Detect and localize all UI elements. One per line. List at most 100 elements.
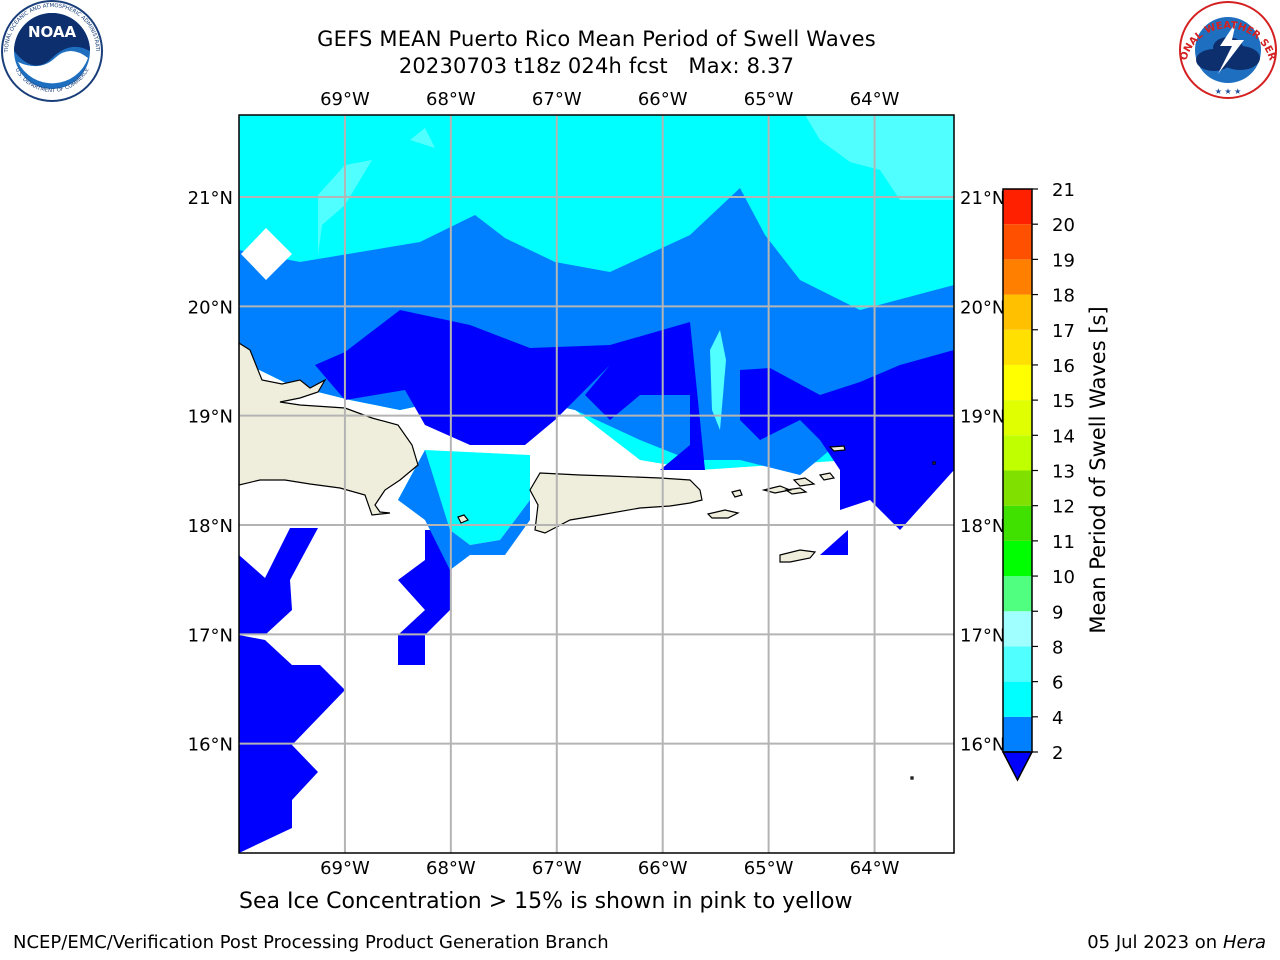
swell-period-contours bbox=[239, 115, 954, 853]
colorbar-tick-label: 17 bbox=[1052, 321, 1075, 342]
lat-label-right: 16°N bbox=[960, 735, 1005, 756]
lat-label-left: 18°N bbox=[188, 516, 233, 537]
land-mona bbox=[457, 514, 469, 524]
lon-label-bottom: 64°W bbox=[850, 858, 900, 879]
lon-label-bottom: 68°W bbox=[426, 858, 476, 879]
chart-subtitle: 20230703 t18z 024h fcst Max: 8.37 bbox=[398, 54, 795, 78]
footer-date: 05 Jul 2023 on Hera bbox=[1087, 932, 1266, 953]
colorbar-tick-label: 12 bbox=[1052, 497, 1075, 518]
contour-fill-below-2 bbox=[239, 528, 318, 635]
colorbar-swatch bbox=[1003, 576, 1032, 612]
colorbar-tick-label: 16 bbox=[1052, 356, 1075, 377]
land-vieques bbox=[706, 509, 740, 519]
colorbar-tick-label: 4 bbox=[1052, 708, 1063, 729]
colorbar-tick-label: 10 bbox=[1052, 567, 1075, 588]
colorbar-swatch bbox=[1003, 435, 1032, 471]
latitude-labels-left: 21°N 20°N 19°N 18°N 17°N 16°N bbox=[188, 188, 233, 756]
colorbar-swatch bbox=[1003, 716, 1032, 752]
lat-label-right: 20°N bbox=[960, 297, 1005, 318]
lat-label-left: 19°N bbox=[188, 407, 233, 428]
colorbar-tick-label: 9 bbox=[1052, 602, 1063, 623]
lon-label-top: 66°W bbox=[638, 89, 688, 110]
svg-text:★ ★ ★: ★ ★ ★ bbox=[1215, 87, 1242, 96]
contour-fill-6-8 bbox=[318, 115, 954, 430]
lat-label-left: 20°N bbox=[188, 297, 233, 318]
land-masses bbox=[239, 342, 936, 780]
colorbar-swatch bbox=[1003, 400, 1032, 436]
land-culebra bbox=[731, 489, 743, 498]
colorbar: 2 4 6 8 9 10 11 12 13 14 15 16 17 18 19 20 21 Mean Perio… bbox=[1001, 180, 1110, 782]
lat-label-right: 18°N bbox=[960, 516, 1005, 537]
contour-fill-below-2 bbox=[820, 530, 848, 555]
map-area bbox=[239, 115, 954, 853]
colorbar-swatch bbox=[1003, 681, 1032, 717]
graticule bbox=[239, 115, 954, 853]
land-islet bbox=[910, 461, 936, 780]
colorbar-swatch bbox=[1003, 540, 1032, 577]
colorbar-swatch bbox=[1003, 646, 1032, 682]
nws-logo-ring-text: NATIONAL WEATHER SERVICE bbox=[0, 0, 1278, 62]
colorbar-tick-label: 8 bbox=[1052, 637, 1063, 658]
contour-fill-below-2 bbox=[315, 310, 705, 470]
lon-label-top: 67°W bbox=[532, 89, 582, 110]
land-hispaniola bbox=[239, 342, 419, 516]
colorbar-swatch bbox=[1003, 259, 1032, 295]
lat-label-left: 17°N bbox=[188, 625, 233, 646]
lon-label-bottom: 65°W bbox=[744, 858, 794, 879]
lat-label-right: 19°N bbox=[960, 407, 1005, 428]
noaa-logo-name: NOAA bbox=[28, 23, 77, 41]
colorbar-label: Mean Period of Swell Waves [s] bbox=[1086, 306, 1110, 633]
lon-label-top: 65°W bbox=[744, 89, 794, 110]
longitude-labels-top: 69°W 68°W 67°W 66°W 65°W 64°W bbox=[320, 89, 900, 110]
colorbar-swatch bbox=[1003, 329, 1032, 365]
lon-label-bottom: 67°W bbox=[532, 858, 582, 879]
map-frame bbox=[238, 114, 955, 854]
colorbar-swatch bbox=[1003, 505, 1032, 541]
colorbar-tick-label: 21 bbox=[1052, 180, 1075, 201]
contour-fill-below-2 bbox=[740, 350, 954, 530]
lat-label-left: 16°N bbox=[188, 735, 233, 756]
colorbar-swatch bbox=[1003, 189, 1032, 225]
noaa-logo: NOAA NATIONAL OCEANIC AND ATMOSPHERIC AD… bbox=[0, 0, 103, 102]
land-anegada bbox=[828, 445, 846, 452]
chart-title: GEFS MEAN Puerto Rico Mean Period of Swe… bbox=[317, 27, 876, 51]
lat-label-left: 21°N bbox=[188, 188, 233, 209]
colorbar-tick-label: 20 bbox=[1052, 215, 1075, 236]
colorbar-tick-label: 6 bbox=[1052, 673, 1063, 694]
colorbar-swatch bbox=[1003, 294, 1032, 330]
contour-fill-2-4 bbox=[398, 450, 530, 570]
nws-logo: NATIONAL WEATHER SERVICE ★ ★ ★ bbox=[0, 0, 1278, 99]
land-st-croix bbox=[779, 549, 817, 563]
svg-text:NATIONAL WEATHER SERVICE: NATIONAL WEATHER SERVICE bbox=[0, 0, 1278, 62]
colorbar-tick-label: 19 bbox=[1052, 250, 1075, 271]
contour-fill-below-2 bbox=[398, 530, 450, 665]
footer-host: Hera bbox=[1222, 932, 1266, 953]
footer-credit: NCEP/EMC/Verification Post Processing Pr… bbox=[13, 932, 609, 953]
colorbar-tick-label: 18 bbox=[1052, 286, 1075, 307]
lon-label-top: 68°W bbox=[426, 89, 476, 110]
lon-label-top: 64°W bbox=[850, 89, 900, 110]
sea-ice-caption: Sea Ice Concentration > 15% is shown in … bbox=[239, 889, 853, 914]
footer-date-text: 05 Jul 2023 on bbox=[1087, 932, 1223, 953]
contour-fill-missing bbox=[241, 228, 292, 280]
latitude-labels-right: 21°N 20°N 19°N 18°N 17°N 16°N bbox=[960, 188, 1005, 756]
colorbar-swatch bbox=[1003, 470, 1032, 506]
colorbar-swatch bbox=[1003, 611, 1032, 647]
land-puerto-rico bbox=[529, 472, 703, 534]
lon-label-top: 69°W bbox=[320, 89, 370, 110]
land-virgin-islands bbox=[761, 472, 836, 495]
colorbar-swatch bbox=[1003, 364, 1032, 401]
longitude-labels-bottom: 69°W 68°W 67°W 66°W 65°W 64°W bbox=[320, 858, 900, 879]
colorbar-swatch bbox=[1003, 224, 1032, 260]
colorbar-tick-label: 14 bbox=[1052, 426, 1075, 447]
colorbar-tick-label: 2 bbox=[1052, 743, 1063, 764]
lon-label-bottom: 69°W bbox=[320, 858, 370, 879]
colorbar-tick-label: 11 bbox=[1052, 532, 1075, 553]
colorbar-under-arrow bbox=[1001, 751, 1034, 782]
lat-label-right: 21°N bbox=[960, 188, 1005, 209]
lat-label-right: 17°N bbox=[960, 625, 1005, 646]
colorbar-tick-label: 13 bbox=[1052, 462, 1075, 483]
lon-label-bottom: 66°W bbox=[638, 858, 688, 879]
colorbar-tick-label: 15 bbox=[1052, 391, 1075, 412]
